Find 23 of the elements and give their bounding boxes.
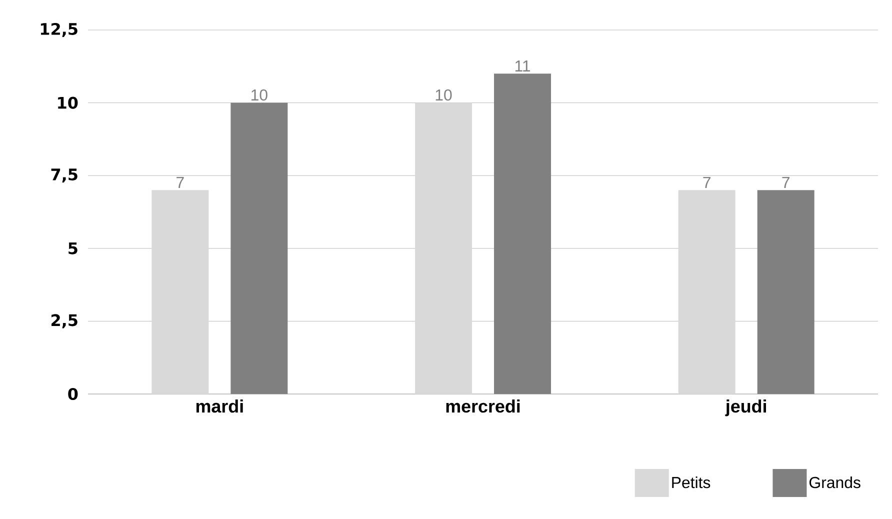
y-tick-label: 7,5 bbox=[51, 168, 78, 183]
y-tick-label: 10 bbox=[58, 96, 78, 109]
bar bbox=[230, 102, 288, 394]
data-label: 10 bbox=[436, 89, 452, 101]
y-tick-label: 2,5 bbox=[52, 314, 78, 328]
bar bbox=[152, 190, 209, 394]
data-label: 7 bbox=[782, 176, 790, 188]
x-tick-label: mercredi bbox=[446, 400, 520, 413]
x-tick-label: mardi bbox=[196, 400, 243, 413]
legend-label: Grands bbox=[810, 476, 860, 488]
y-tick-label: 0 bbox=[68, 388, 78, 400]
bar bbox=[678, 190, 736, 394]
bar bbox=[757, 190, 814, 394]
data-label: 11 bbox=[515, 60, 530, 72]
bar bbox=[415, 102, 472, 394]
y-tick-label: 5 bbox=[68, 242, 78, 254]
data-label: 7 bbox=[703, 176, 710, 188]
bar bbox=[494, 74, 552, 394]
x-tick-label: jeudi bbox=[725, 400, 766, 416]
data-label: 7 bbox=[176, 176, 184, 188]
y-tick-label: 12,5 bbox=[40, 22, 78, 38]
legend-label: Petits bbox=[672, 476, 710, 488]
data-label: 10 bbox=[252, 89, 268, 101]
